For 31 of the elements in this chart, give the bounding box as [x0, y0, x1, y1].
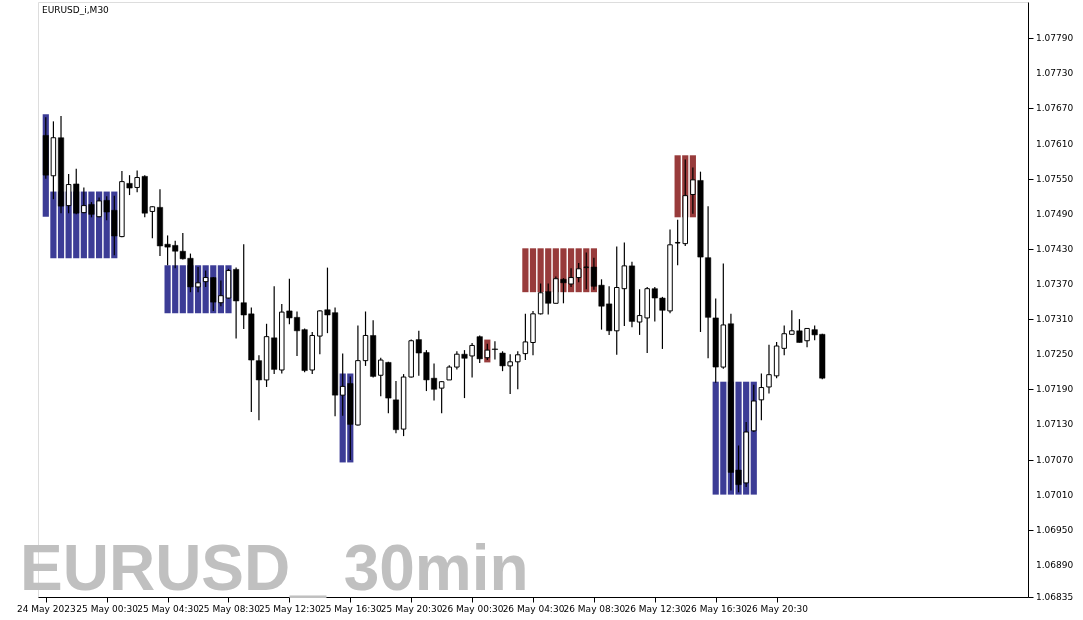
y-tick-label: 1.07190 [1036, 384, 1074, 395]
y-tick-label: 1.07490 [1036, 208, 1074, 219]
x-tick-label: 25 May 16:30 [319, 603, 382, 614]
y-tick-label: 1.07550 [1036, 173, 1074, 184]
y-tick-label: 1.07310 [1036, 314, 1074, 325]
y-tick-label: 1.07430 [1036, 243, 1074, 254]
y-tick-label: 1.06890 [1036, 559, 1074, 570]
x-tick-label: 24 May 2023 [16, 603, 76, 614]
y-tick-label: 1.06950 [1036, 524, 1074, 535]
x-tick-label: 26 May 04:30 [502, 603, 565, 614]
y-tick-label: 1.07610 [1036, 138, 1074, 149]
x-tick-label: 26 May 08:30 [563, 603, 626, 614]
x-tick-label: 25 May 00:30 [76, 603, 139, 614]
y-tick-label: 1.07670 [1036, 103, 1074, 114]
annotation: EURUSD_ 30min [20, 532, 529, 604]
x-tick-label: 25 May 08:30 [198, 603, 261, 614]
x-tick-label: 25 May 04:30 [137, 603, 200, 614]
x-tick-label: 26 May 00:30 [441, 603, 504, 614]
y-tick-label: 1.06835 [1036, 592, 1074, 602]
y-tick-label: 1.07070 [1036, 454, 1074, 465]
x-tick-label: 26 May 16:30 [685, 603, 748, 614]
y-tick-label: 1.07790 [1036, 33, 1074, 44]
y-tick-label: 1.07370 [1036, 279, 1074, 289]
x-tick-label: 25 May 20:30 [380, 603, 443, 614]
y-tick-label: 1.07130 [1036, 419, 1074, 430]
y-tick-label: 1.07250 [1036, 349, 1074, 360]
chart-title: EURUSD_i,M30 [42, 5, 110, 15]
y-tick-label: 1.07730 [1036, 68, 1074, 79]
x-tick-label: 26 May 12:30 [624, 603, 687, 614]
y-tick-label: 1.07010 [1036, 489, 1074, 500]
x-tick-label: 26 May 20:30 [746, 603, 809, 614]
